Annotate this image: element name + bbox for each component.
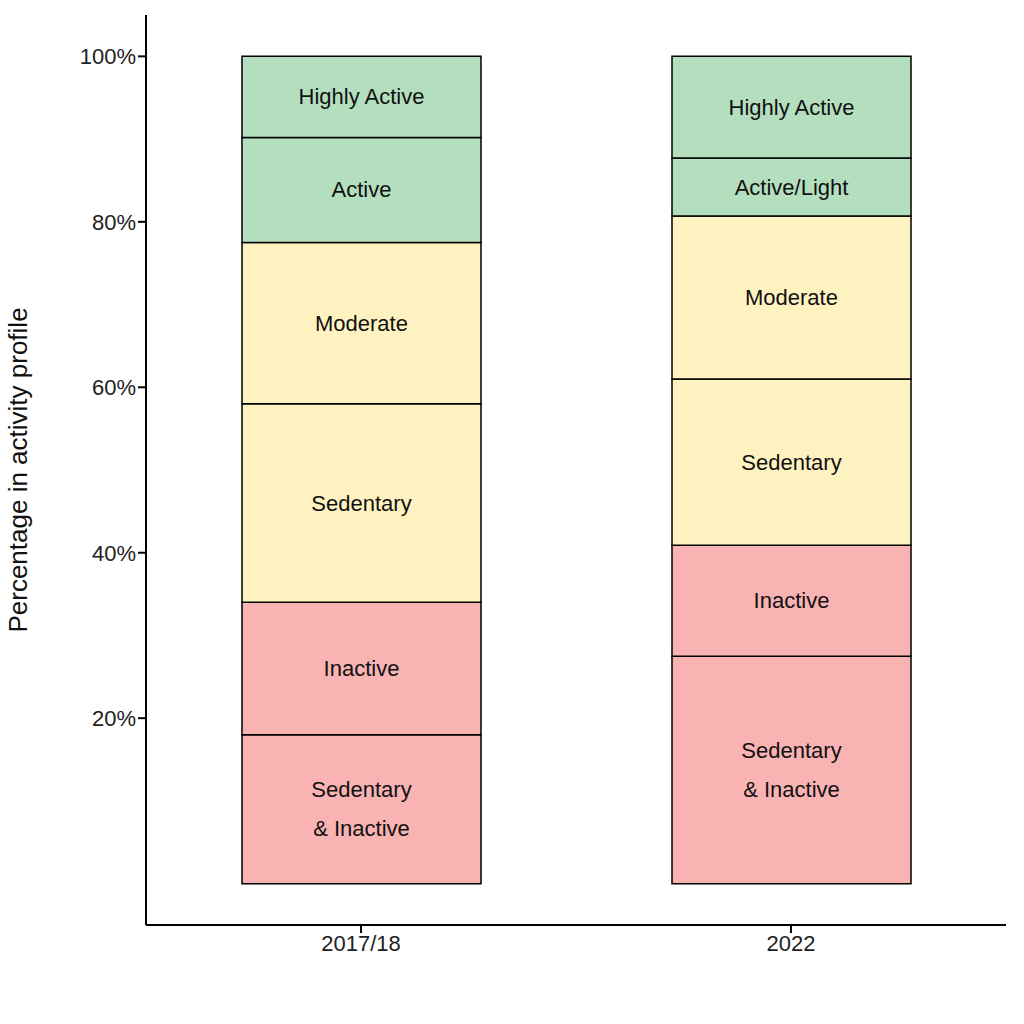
svg-text:Percentage in activity profile: Percentage in activity profile: [8, 307, 33, 632]
svg-text:Sedentary: Sedentary: [311, 777, 411, 802]
svg-text:Sedentary: Sedentary: [741, 450, 841, 475]
svg-text:Moderate: Moderate: [315, 311, 408, 336]
svg-text:2022: 2022: [767, 931, 816, 956]
svg-text:Inactive: Inactive: [324, 656, 400, 681]
svg-text:Inactive: Inactive: [754, 588, 830, 613]
svg-text:100%: 100%: [80, 44, 136, 69]
svg-text:Active: Active: [332, 177, 392, 202]
svg-text:& Inactive: & Inactive: [313, 816, 410, 841]
svg-text:20%: 20%: [92, 706, 136, 731]
svg-text:Active/Light: Active/Light: [735, 175, 849, 200]
svg-text:60%: 60%: [92, 375, 136, 400]
svg-text:Sedentary: Sedentary: [311, 491, 411, 516]
svg-text:Moderate: Moderate: [745, 285, 838, 310]
svg-text:& Inactive: & Inactive: [743, 777, 840, 802]
svg-text:40%: 40%: [92, 541, 136, 566]
svg-text:2017/18: 2017/18: [321, 931, 401, 956]
svg-text:Sedentary: Sedentary: [741, 738, 841, 763]
svg-text:Highly Active: Highly Active: [299, 84, 425, 109]
svg-text:80%: 80%: [92, 210, 136, 235]
svg-text:Highly Active: Highly Active: [729, 95, 855, 120]
